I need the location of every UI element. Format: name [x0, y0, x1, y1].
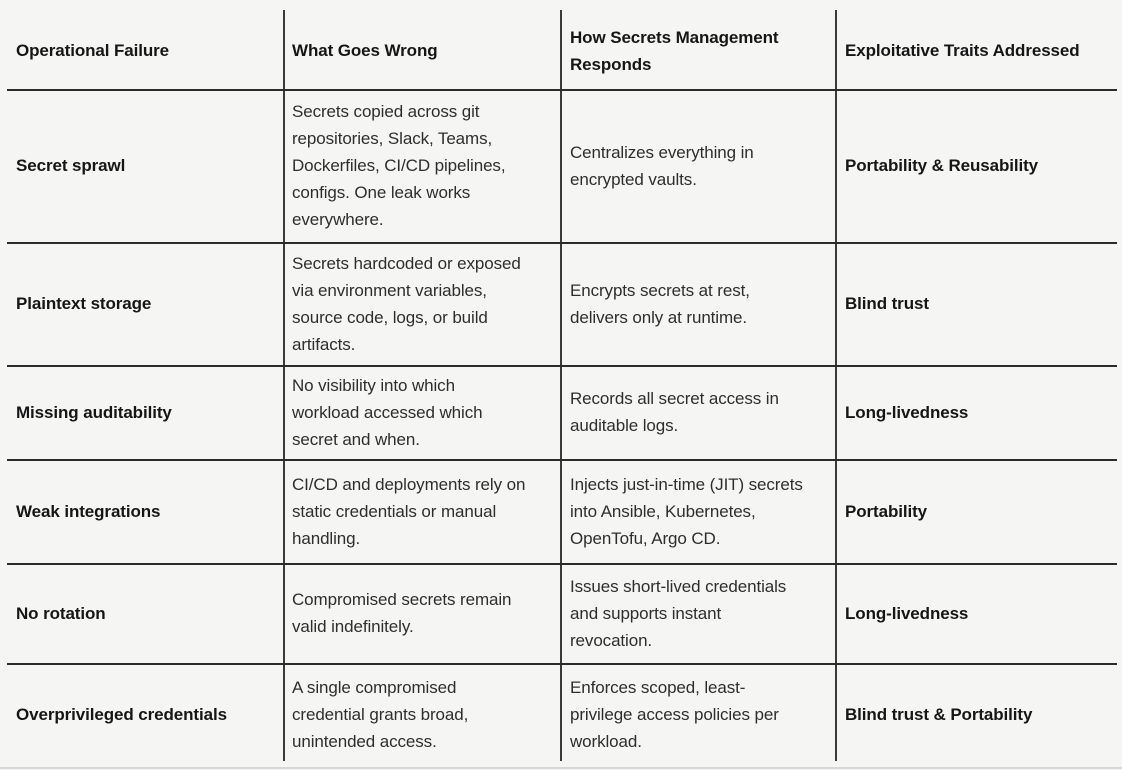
cell-response: Encrypts secrets at rest, delivers only …	[570, 280, 750, 327]
column-header-exploitative-traits-addressed: Exploitative Traits Addressed	[845, 41, 1080, 60]
cell-response: Records all secret access in auditable l…	[570, 389, 779, 435]
row-divider	[7, 663, 1117, 665]
cell-failure: Missing auditability	[16, 402, 172, 422]
column-divider	[835, 10, 837, 761]
column-divider	[283, 10, 285, 761]
column-header-what-goes-wrong: What Goes Wrong	[292, 41, 438, 60]
row-divider	[7, 365, 1117, 367]
cell-what-goes-wrong: A single compromised credential grants b…	[292, 677, 469, 751]
cell-response: Injects just-in-time (JIT) secrets into …	[570, 474, 803, 548]
cell-failure: No rotation	[16, 603, 106, 623]
cell-what-goes-wrong: Secrets copied across git repositories, …	[292, 102, 506, 229]
page-bottom-rule	[0, 767, 1122, 769]
cell-traits: Portability & Reusability	[845, 156, 1039, 175]
cell-traits: Portability	[845, 501, 928, 521]
cell-what-goes-wrong: Secrets hardcoded or exposed via environ…	[292, 253, 521, 354]
cell-response: Issues short-lived credentials and suppo…	[570, 576, 787, 650]
row-divider	[7, 459, 1117, 461]
row-divider	[7, 563, 1117, 565]
cell-response: Enforces scoped, least- privilege access…	[570, 677, 779, 751]
header-divider	[7, 89, 1117, 91]
cell-traits: Long-livedness	[845, 603, 969, 623]
cell-failure: Plaintext storage	[16, 294, 152, 313]
cell-traits: Long-livedness	[845, 402, 969, 422]
cell-failure: Secret sprawl	[16, 156, 126, 175]
row-divider	[7, 242, 1117, 244]
cell-what-goes-wrong: No visibility into which workload access…	[292, 375, 483, 449]
cell-traits: Blind trust & Portability	[845, 704, 1033, 724]
cell-failure: Weak integrations	[16, 501, 161, 521]
column-divider	[560, 10, 562, 761]
column-header-how-secrets-management-responds: How Secrets Management Responds	[570, 27, 779, 74]
cell-response: Centralizes everything in encrypted vaul…	[570, 142, 754, 189]
cell-what-goes-wrong: CI/CD and deployments rely on static cre…	[292, 474, 526, 548]
cell-what-goes-wrong: Compromised secrets remain valid indefin…	[292, 590, 512, 636]
column-header-operational-failure: Operational Failure	[16, 41, 170, 60]
cell-failure: Overprivileged credentials	[16, 704, 227, 724]
cell-traits: Blind trust	[845, 294, 929, 313]
